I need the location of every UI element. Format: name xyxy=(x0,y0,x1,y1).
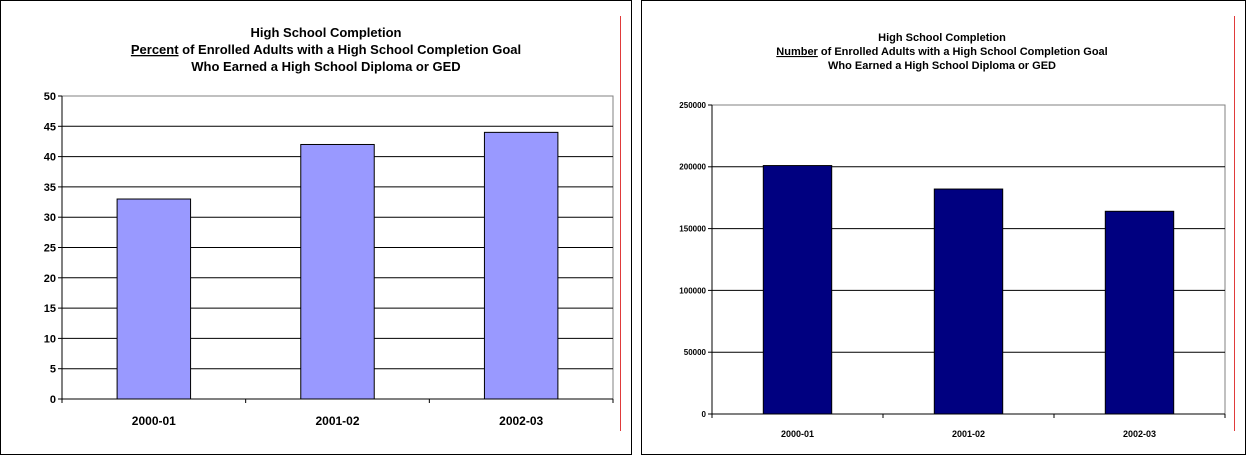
bar-2002-03 xyxy=(1104,210,1175,415)
y-tick-label: 10 xyxy=(44,333,56,345)
x-tick-label: 2001-02 xyxy=(952,429,985,439)
page-margin-line xyxy=(620,16,621,431)
y-tick-label: 50 xyxy=(44,91,56,103)
bar-2002-03 xyxy=(483,131,559,400)
y-tick-label: 30 xyxy=(44,212,56,224)
x-tick-label: 2000-01 xyxy=(781,429,814,439)
bar-2000-01 xyxy=(116,198,192,400)
y-tick-label: 200000 xyxy=(679,163,706,172)
y-tick-label: 5 xyxy=(50,364,56,376)
chart-title-line: Number of Enrolled Adults with a High Sc… xyxy=(776,46,1107,58)
y-tick-label: 40 xyxy=(44,152,56,164)
bar-2001-02 xyxy=(300,143,375,400)
chart-title-line: Who Earned a High School Diploma or GED xyxy=(828,60,1056,72)
chart-panel-number: High School Completion Number of Enrolled… xyxy=(641,0,1246,455)
y-tick-label: 20 xyxy=(44,273,56,285)
chart-percent: High School Completion Percent of Enrolle… xyxy=(44,25,614,428)
y-tick-label: 0 xyxy=(50,394,56,406)
y-tick-label: 25 xyxy=(44,242,56,254)
chart-number: High School Completion Number of Enrolled… xyxy=(679,32,1226,439)
chart-title-line: Who Earned a High School Diploma or GED xyxy=(191,59,460,74)
y-tick-label: 45 xyxy=(44,121,56,133)
chart-title-line: Percent of Enrolled Adults with a High S… xyxy=(131,42,521,57)
x-tick-label: 2000-01 xyxy=(132,414,176,428)
y-tick-label: 35 xyxy=(44,182,56,194)
x-tick-label: 2002-03 xyxy=(1123,429,1156,439)
bar-2000-01 xyxy=(762,165,833,415)
x-tick-label: 2001-02 xyxy=(315,414,359,428)
bar-2001-02 xyxy=(933,188,1004,415)
y-tick-label: 50000 xyxy=(684,348,707,357)
chart-title-line: High School Completion xyxy=(878,32,1006,44)
y-tick-label: 15 xyxy=(44,303,56,315)
y-tick-label: 100000 xyxy=(679,286,706,295)
y-tick-label: 150000 xyxy=(679,224,706,233)
chart-title-line: High School Completion xyxy=(251,25,402,40)
x-tick-label: 2002-03 xyxy=(499,414,543,428)
page-margin-line xyxy=(1234,16,1235,431)
y-tick-label: 250000 xyxy=(679,101,706,110)
chart-panel-percent: High School Completion Percent of Enrolle… xyxy=(0,0,632,455)
y-tick-label: 0 xyxy=(702,410,707,419)
